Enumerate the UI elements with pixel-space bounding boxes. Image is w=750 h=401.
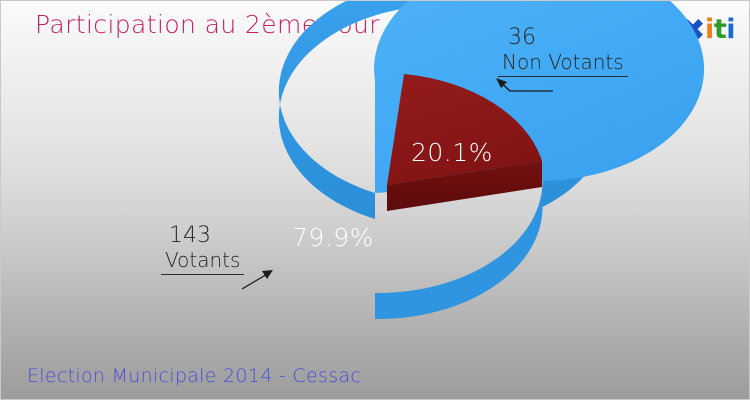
votants-count: 143 — [169, 223, 211, 248]
chart-caption: Election Municipale 2014 - Cessac — [27, 365, 362, 387]
slice-non-votants-side — [387, 161, 542, 211]
slice-non-votants-percent: 20.1% — [411, 138, 493, 167]
logo-letter-i1: i — [705, 14, 714, 45]
leader-votants — [241, 270, 273, 290]
logo-letter-t: t — [713, 14, 727, 45]
non-votants-count: 36 — [508, 25, 536, 50]
slice-non-votants[interactable]: 20.1% — [387, 74, 542, 211]
logo-letter-i2: i — [726, 14, 735, 45]
non-votants-label: Non Votants — [498, 50, 628, 77]
callout-non-votants: 36 Non Votants — [498, 25, 628, 77]
slice-votants-side-right — [375, 181, 543, 320]
leader-non-votants — [496, 78, 553, 92]
slice-non-votants-top — [387, 74, 542, 185]
callout-votants: 143 Votants — [161, 223, 245, 275]
slice-votants-percent: 79.9% — [292, 223, 374, 252]
votants-label: Votants — [161, 248, 245, 275]
